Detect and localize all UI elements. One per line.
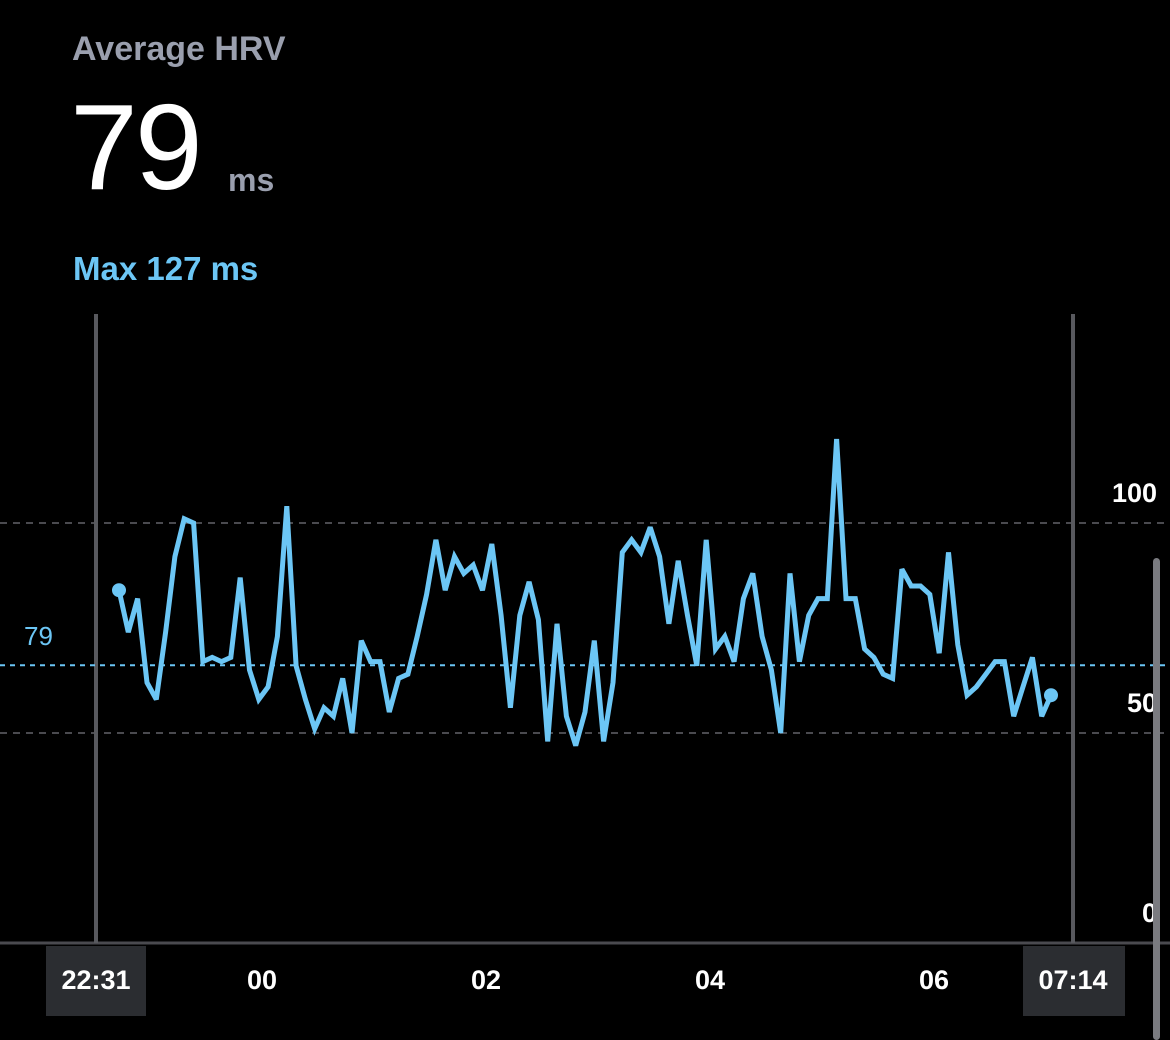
x-tick-02: 02 bbox=[471, 965, 501, 995]
x-tick-00: 00 bbox=[247, 965, 277, 995]
end-time-label: 07:14 bbox=[1038, 965, 1107, 995]
series-end-point bbox=[1044, 688, 1058, 703]
series-start-point bbox=[112, 583, 126, 598]
y-tick-100: 100 bbox=[1112, 478, 1157, 508]
metric-unit: ms bbox=[228, 162, 275, 198]
y-tick-50: 50 bbox=[1127, 688, 1157, 718]
x-tick-04: 04 bbox=[695, 965, 725, 995]
metric-title: Average HRV bbox=[72, 30, 286, 68]
start-time-label: 22:31 bbox=[61, 965, 130, 995]
scroll-indicator[interactable] bbox=[1153, 558, 1160, 1040]
start-time-box[interactable] bbox=[46, 946, 146, 1016]
end-time-box[interactable] bbox=[1023, 946, 1125, 1016]
max-value-label: Max 127 ms bbox=[73, 250, 259, 287]
average-label: 79 bbox=[24, 621, 53, 651]
metric-value: 79 bbox=[70, 79, 203, 215]
hrv-series-line bbox=[116, 438, 1054, 747]
x-tick-06: 06 bbox=[919, 965, 949, 995]
